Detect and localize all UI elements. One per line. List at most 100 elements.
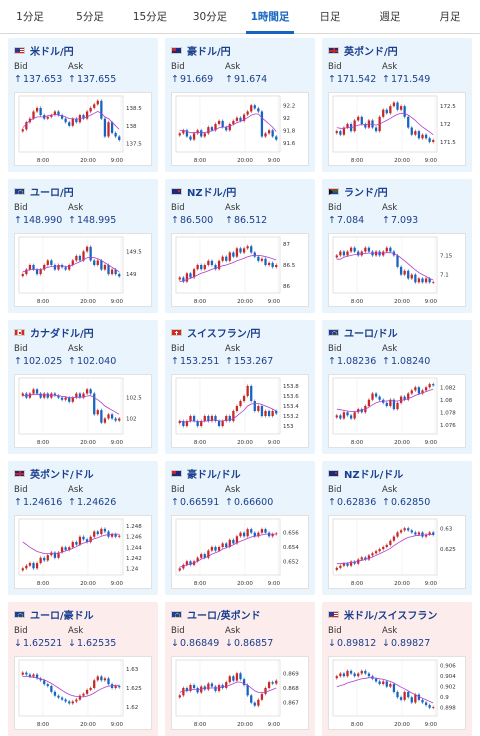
pair-name: 英ポンド/ドル xyxy=(30,469,94,481)
mini-chart[interactable]: 92.2 92 91.8 91.6 8:00 20:00 9:00 xyxy=(171,92,309,166)
x-tick-label: 9:00 xyxy=(425,581,438,587)
pair-card[interactable]: 米ドル/スイスフラン Bid Ask ↓0.89812 ↓0.89827 0.9… xyxy=(322,602,472,736)
y-tick-label: 153.6 xyxy=(283,394,299,400)
pair-card[interactable]: スイスフラン/円 Bid Ask ↑153.251 ↑153.267 153.8… xyxy=(165,320,315,454)
tab-0[interactable]: 1分足 xyxy=(16,11,44,23)
pair-header[interactable]: 米ドル/スイスフラン xyxy=(328,608,437,622)
plot-frame xyxy=(18,518,124,576)
mini-chart[interactable]: 0.656 0.654 0.652 8:00 20:00 9:00 xyxy=(171,515,309,589)
pair-header[interactable]: 米ドル/円 xyxy=(14,44,74,58)
mini-chart[interactable]: 149.5 149 8:00 20:00 9:00 xyxy=(14,233,152,307)
arrow-up-icon: ↑ xyxy=(225,215,233,226)
pair-header[interactable]: ユーロ/豪ドル xyxy=(14,608,94,622)
x-tick-label: 8:00 xyxy=(194,158,207,164)
pair-card[interactable]: NZドル/ドル Bid Ask ↑0.62836 ↑0.62850 0.63 0.… xyxy=(322,461,472,595)
pair-card[interactable]: 米ドル/円 Bid Ask ↑137.653 ↑137.655 138.5 138… xyxy=(8,38,158,172)
candle-down xyxy=(110,414,114,419)
candle-up xyxy=(57,265,60,270)
mini-chart[interactable]: 0.869 0.868 0.867 8:00 20:00 9:00 xyxy=(171,656,309,730)
candle-up xyxy=(399,396,403,403)
ask-label: Ask xyxy=(68,626,84,636)
pair-card[interactable]: ユーロ/ドル Bid Ask ↑1.08236 ↑1.08240 1.082 1.… xyxy=(322,320,472,454)
pair-header[interactable]: ランド/円 xyxy=(328,185,388,199)
pair-header[interactable]: スイスフラン/円 xyxy=(171,326,260,340)
pair-header[interactable]: ユーロ/ドル xyxy=(328,326,398,340)
pair-card[interactable]: カナダドル/円 Bid Ask ↑102.025 ↑102.040 102.5 1… xyxy=(8,320,158,454)
mini-chart[interactable]: 0.63 0.625 8:00 20:00 9:00 xyxy=(328,515,466,589)
tab-4[interactable]: 1時間足 xyxy=(240,0,300,34)
flag-icon xyxy=(14,469,25,477)
candle-down xyxy=(353,561,356,564)
mini-chart[interactable]: 138.5 138 137.5 8:00 20:00 9:00 xyxy=(14,92,152,166)
mini-chart[interactable]: 102.5 102 8:00 20:00 9:00 xyxy=(14,374,152,448)
arrow-up-icon: ↑ xyxy=(14,74,22,85)
mini-chart[interactable]: 0.906 0.904 0.902 0.9 0.898 8:00 20:00 9:00 xyxy=(328,656,466,730)
candle-up xyxy=(46,260,49,265)
flag-icon xyxy=(328,610,339,618)
tab-1[interactable]: 5分足 xyxy=(76,11,104,23)
pair-header[interactable]: 英ポンド/円 xyxy=(328,44,398,58)
pair-header[interactable]: カナダドル/円 xyxy=(14,326,94,340)
pair-card[interactable]: 英ポンド/円 Bid Ask ↑171.542 ↑171.549 172.5 17… xyxy=(322,38,472,172)
moving-average-line xyxy=(336,677,434,704)
mini-chart[interactable]: 1.63 1.625 1.62 8:00 20:00 9:00 xyxy=(14,656,152,730)
mini-chart[interactable]: 153.8 153.6 153.4 153.2 153 8:00 20:00 9:00 xyxy=(171,374,309,448)
pair-card[interactable]: 豪ドル/円 Bid Ask ↑91.669 ↑91.674 92.2 92 91.8… xyxy=(165,38,315,172)
candle-up xyxy=(110,269,114,275)
pair-header[interactable]: NZドル/ドル xyxy=(328,467,403,481)
pair-card[interactable]: 豪ドル/ドル Bid Ask ↑0.66591 ↑0.66600 0.656 0.… xyxy=(165,461,315,595)
candle-up xyxy=(414,131,417,135)
y-tick-label: 7.15 xyxy=(440,253,453,259)
pair-header[interactable]: ユーロ/英ポンド xyxy=(171,608,261,622)
candle-down xyxy=(399,697,403,700)
candle-up xyxy=(428,384,431,388)
y-tick-label: 172 xyxy=(440,122,451,128)
candle-down xyxy=(93,260,96,265)
bid-value: ↑0.62836 xyxy=(328,497,376,508)
pair-card[interactable]: ランド/円 Bid Ask ↑7.084 ↑7.093 7.15 7.1 8:00 2… xyxy=(322,179,472,313)
mini-chart[interactable]: 1.248 1.246 1.244 1.242 1.24 8:00 20:00 9:00 xyxy=(14,515,152,589)
x-tick-label: 20:00 xyxy=(237,581,253,587)
tab-6[interactable]: 週足 xyxy=(379,11,401,23)
candle-up xyxy=(203,416,206,421)
candle-down xyxy=(53,265,57,270)
mini-chart[interactable]: 1.082 1.08 1.078 1.076 8:00 20:00 9:00 xyxy=(328,374,466,448)
mini-chart[interactable]: 172.5 172 171.5 8:00 20:00 9:00 xyxy=(328,92,466,166)
bid-label: Bid xyxy=(171,626,185,636)
pair-card[interactable]: ユーロ/豪ドル Bid Ask ↓1.62521 ↓1.62535 1.63 1.… xyxy=(8,602,158,736)
pair-header[interactable]: NZドル/円 xyxy=(171,185,236,199)
candle-up xyxy=(217,260,221,270)
candle-down xyxy=(200,130,203,137)
candle-up xyxy=(85,689,89,694)
ask-label: Ask xyxy=(382,203,398,213)
tab-2[interactable]: 15分足 xyxy=(132,11,168,23)
pair-card[interactable]: NZドル/円 Bid Ask ↑86.500 ↑86.512 87 86.5 86 8… xyxy=(165,179,315,313)
ask-price: 171.549 xyxy=(390,74,431,85)
candle-down xyxy=(50,686,53,692)
candle-up xyxy=(82,393,85,398)
pair-header[interactable]: 英ポンド/ドル xyxy=(14,467,94,481)
pair-card[interactable]: 英ポンド/ドル Bid Ask ↑1.24616 ↑1.24626 1.248 1… xyxy=(8,461,158,595)
arrow-up-icon: ↑ xyxy=(328,356,336,367)
ask-value: ↑153.267 xyxy=(225,356,273,367)
candle-down xyxy=(182,421,185,426)
candle-down xyxy=(275,411,278,414)
pair-header[interactable]: 豪ドル/円 xyxy=(171,44,231,58)
x-tick-label: 20:00 xyxy=(237,299,253,305)
plot-frame xyxy=(18,659,124,717)
candle-down xyxy=(364,124,367,128)
x-tick-label: 20:00 xyxy=(80,581,96,587)
tab-7[interactable]: 月足 xyxy=(439,11,461,23)
y-tick-label: 1.62 xyxy=(126,705,138,711)
y-tick-label: 138.5 xyxy=(126,106,142,112)
mini-chart[interactable]: 7.15 7.1 8:00 20:00 9:00 xyxy=(328,233,466,307)
pair-card[interactable]: ユーロ/英ポンド Bid Ask ↓0.86849 ↓0.86857 0.869… xyxy=(165,602,315,736)
tab-3[interactable]: 30分足 xyxy=(192,11,228,23)
pair-header[interactable]: ユーロ/円 xyxy=(14,185,74,199)
pair-card[interactable]: ユーロ/円 Bid Ask ↑148.990 ↑148.995 149.5 149… xyxy=(8,179,158,313)
mini-chart[interactable]: 87 86.5 86 8:00 20:00 9:00 xyxy=(171,233,309,307)
candle-up xyxy=(271,534,274,537)
tab-5[interactable]: 日足 xyxy=(319,11,341,23)
candle-up xyxy=(85,389,89,394)
pair-header[interactable]: 豪ドル/ドル xyxy=(171,467,241,481)
